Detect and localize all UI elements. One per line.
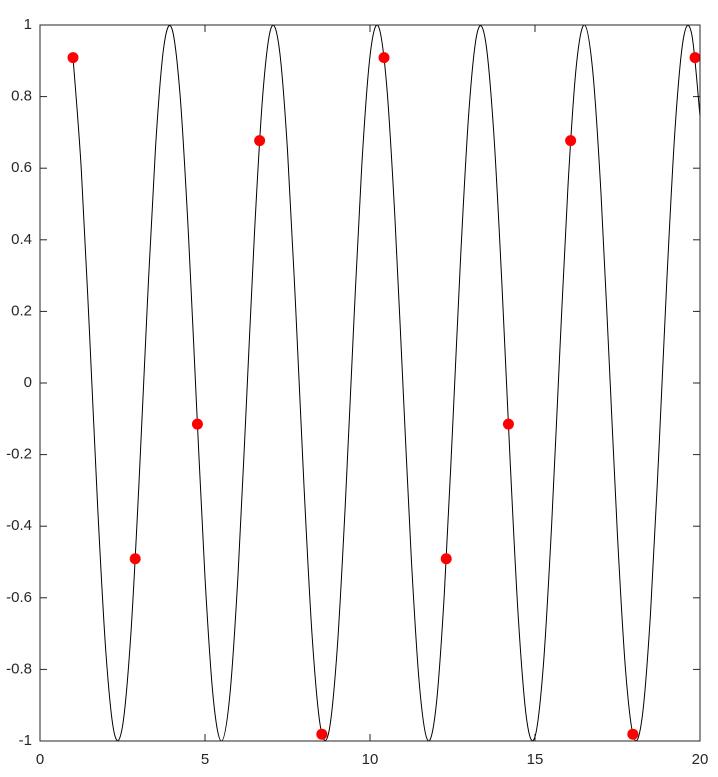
sample-point (565, 135, 577, 147)
sample-point (67, 52, 79, 64)
y-tick-label: 0 (24, 374, 32, 391)
y-tick-label: 0.8 (11, 88, 32, 105)
y-tick-label: 0.6 (11, 159, 32, 176)
axes-box (39, 24, 701, 742)
sample-point (502, 418, 514, 430)
y-tick-label: 1 (24, 16, 32, 33)
x-tick-label: 20 (692, 751, 709, 768)
sample-point (689, 52, 701, 64)
sample-point (440, 553, 452, 565)
x-tick-label: 5 (201, 751, 209, 768)
x-tick-label: 15 (527, 751, 544, 768)
x-tick-label: 10 (362, 751, 379, 768)
sample-point (627, 728, 639, 740)
y-tick-label: -0.6 (6, 589, 32, 606)
sample-point (378, 52, 390, 64)
sample-point (254, 135, 266, 147)
y-tick-label: 0.2 (11, 302, 32, 319)
sample-point (191, 418, 203, 430)
y-tick-label: -0.8 (6, 660, 32, 677)
y-tick-label: -1 (19, 732, 32, 749)
y-tick-label: 0.4 (11, 231, 32, 248)
sample-point (129, 553, 141, 565)
curve (72, 24, 700, 742)
sample-point (316, 728, 328, 740)
y-tick-label: -0.4 (6, 517, 32, 534)
x-tick-label: 0 (36, 751, 44, 768)
y-tick-label: -0.2 (6, 446, 32, 463)
